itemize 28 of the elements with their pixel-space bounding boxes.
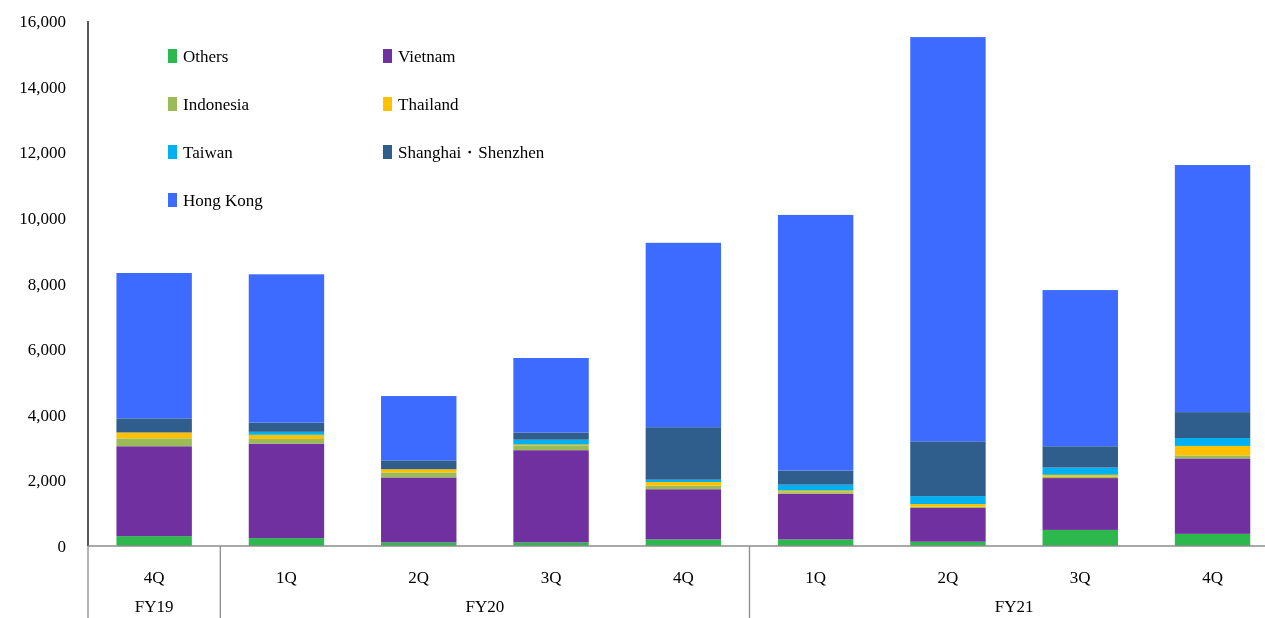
x-tick-label: 3Q	[1069, 568, 1091, 587]
x-tick-label: 1Q	[276, 568, 297, 587]
x-tick-label: 3Q	[540, 568, 562, 587]
legend-label: Others	[183, 47, 229, 66]
y-tick-label: 4,000	[27, 405, 66, 425]
y-tick-label: 2,000	[27, 471, 66, 491]
y-tick-label: 6,000	[27, 340, 66, 360]
x-tick-label: 2Q	[408, 568, 430, 587]
text: FY21	[994, 597, 1034, 616]
x-tick-label: 1Q	[805, 568, 827, 587]
legend-label: Indonesia	[183, 95, 250, 114]
y-tick-label: 12,000	[19, 143, 66, 163]
y-tick-label: 16,000	[19, 12, 66, 31]
legend-label: Hong Kong	[183, 191, 264, 210]
x-tick-label: 2Q	[937, 568, 959, 587]
text: FY19	[134, 597, 174, 616]
legend-label: Thailand	[398, 95, 459, 114]
x-tick-label: 4Q	[672, 568, 694, 587]
y-tick-label: 10,000	[19, 208, 66, 228]
legend-label: Taiwan	[183, 143, 234, 162]
legend-label: Vietnam	[398, 47, 456, 66]
x-tick-label: 4Q	[143, 568, 165, 587]
y-tick-label: 8,000	[27, 274, 66, 294]
y-tick-label: 0	[57, 537, 66, 556]
y-tick-label: 14,000	[19, 77, 66, 97]
x-tick-label: 4Q	[1202, 568, 1223, 587]
text: FY20	[465, 597, 505, 616]
legend-label: Shanghai・Shenzhen	[398, 143, 545, 162]
